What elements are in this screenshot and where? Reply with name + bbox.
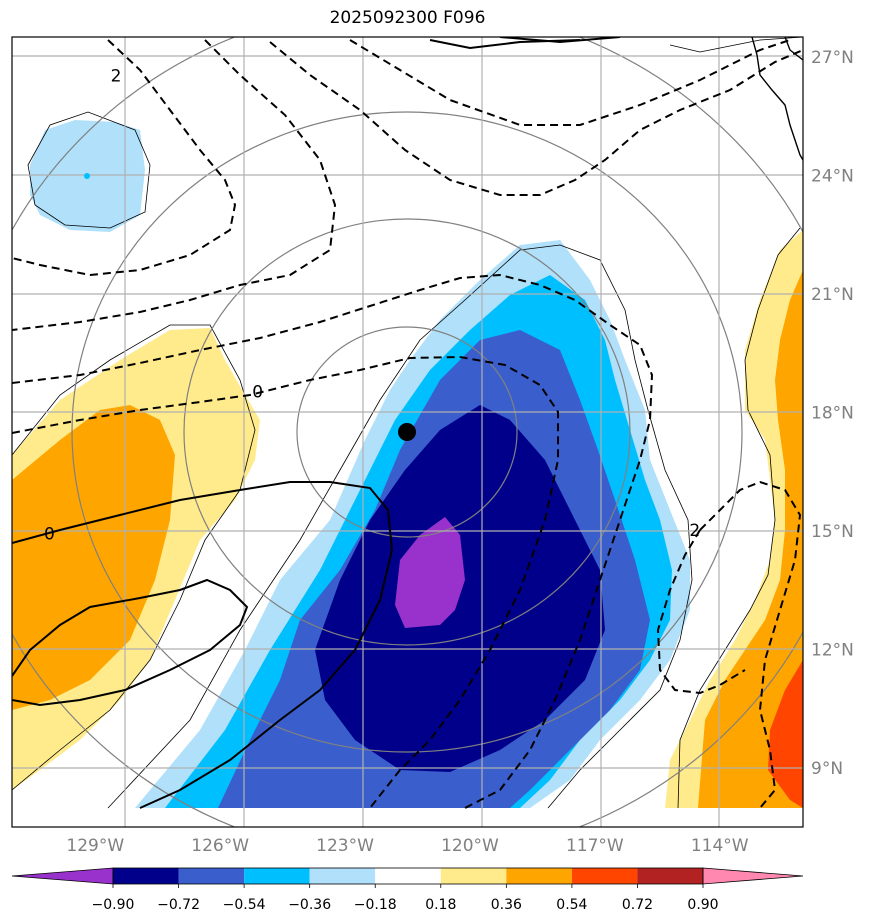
contour-labels: 200 2	[44, 67, 700, 545]
colorbar-tick-label-8: 0.72	[622, 897, 653, 913]
colorbar-segment-5	[440, 868, 507, 884]
lat-tick-labels: 9°N 12°N 15°N 18°N 21°N 24°N 27°N	[811, 48, 854, 779]
lon-tick-labels: 129°W 126°W 123°W 120°W 117°W 114°W	[66, 836, 748, 856]
colorbar-tick-label-7: 0.54	[556, 897, 587, 913]
lat-tick-label-0: 9°N	[811, 759, 843, 779]
outline-neg-zone	[107, 244, 693, 809]
solid-contour-a	[12, 481, 394, 809]
shading-outlines	[12, 111, 801, 809]
lat-tick-label-4: 21°N	[811, 285, 854, 305]
range-ring-3	[71, 111, 743, 753]
colorbar-tick-label-1: −0.72	[157, 897, 200, 913]
graticule	[12, 37, 803, 827]
contour-label-1: 0	[252, 383, 263, 403]
solid-contour-b	[12, 578, 249, 707]
dashed-contour-b	[12, 39, 337, 331]
lat-tick-label-6: 27°N	[811, 48, 854, 68]
lon-tick-label-2: 123°W	[316, 836, 374, 856]
dashed-contour-a	[12, 39, 237, 277]
colorbar-segment-8	[637, 868, 703, 884]
colorbar-segment-2	[244, 868, 310, 884]
colorbar-segment-1	[178, 868, 245, 884]
dashed-contour-c	[269, 41, 803, 196]
fill-pos-0.54-right	[768, 660, 803, 808]
dashed-contour-f	[12, 355, 559, 809]
lon-tick-label-5: 114°W	[691, 836, 749, 856]
chart-title: 2025092300 F096	[329, 8, 486, 28]
range-ring-1	[296, 326, 518, 538]
dashed-contour-d	[349, 39, 791, 126]
lat-tick-label-5: 24°N	[811, 166, 854, 186]
range-ring-2	[183, 218, 631, 646]
colorbar-extend-high	[702, 867, 804, 885]
map-frame	[11, 36, 804, 828]
colorbar-tick-label-4: −0.18	[354, 897, 397, 913]
lon-tick-label-4: 117°W	[566, 836, 624, 856]
outline-pos-left	[12, 324, 256, 791]
outline-nw-blob	[27, 111, 151, 229]
colorbar-tick-label-5: 0.18	[425, 897, 456, 913]
lat-tick-label-2: 15°N	[811, 522, 854, 542]
dashed-contour-g	[699, 480, 802, 809]
colorbar-segment-4	[375, 868, 441, 884]
fill-pos-0.36-left	[12, 405, 175, 710]
map-plot-area: 200 2	[12, 37, 803, 827]
colorbar: −0.90 −0.72 −0.54 −0.36 −0.18 0.18 0.36 0.54 0.7…	[11, 867, 804, 913]
nw-blob-dot	[84, 173, 90, 179]
colorbar-tick-label-3: −0.36	[288, 897, 331, 913]
solid-contours	[12, 37, 621, 809]
coastline-baja	[751, 37, 803, 161]
colorbar-segment-7	[571, 868, 638, 884]
colorbar-tick-label-9: 0.90	[687, 897, 718, 913]
colorbar-segment-6	[506, 868, 572, 884]
outline-pos-right	[677, 227, 801, 809]
lon-tick-label-1: 126°W	[191, 836, 249, 856]
coastline-border	[669, 37, 803, 53]
colorbar-extend-low	[11, 867, 114, 885]
colorbar-tick-label-6: 0.36	[491, 897, 522, 913]
storm-center-marker	[398, 423, 416, 441]
lat-tick-label-1: 12°N	[811, 640, 854, 660]
contour-label-0: 2	[111, 67, 122, 87]
dashed-contour-e	[12, 273, 654, 809]
lat-tick-label-3: 18°N	[811, 403, 854, 423]
lon-tick-label-3: 120°W	[441, 836, 499, 856]
colorbar-tick-label-0: −0.90	[92, 897, 135, 913]
dashed-contours	[12, 39, 803, 809]
shaded-field	[12, 120, 803, 808]
lon-tick-label-0: 129°W	[66, 836, 124, 856]
colorbar-frame	[112, 867, 704, 885]
colorbar-tick-label-2: −0.54	[223, 897, 266, 913]
dashed-contour-h	[656, 529, 746, 695]
colorbar-segment-0	[113, 868, 179, 884]
contour-label-2: 0	[44, 525, 55, 545]
contour-label-3: 2	[689, 521, 700, 541]
range-rings	[12, 37, 803, 827]
fill-neg-0.90	[395, 517, 465, 628]
solid-contour-d	[499, 37, 621, 44]
colorbar-segment-3	[309, 868, 376, 884]
